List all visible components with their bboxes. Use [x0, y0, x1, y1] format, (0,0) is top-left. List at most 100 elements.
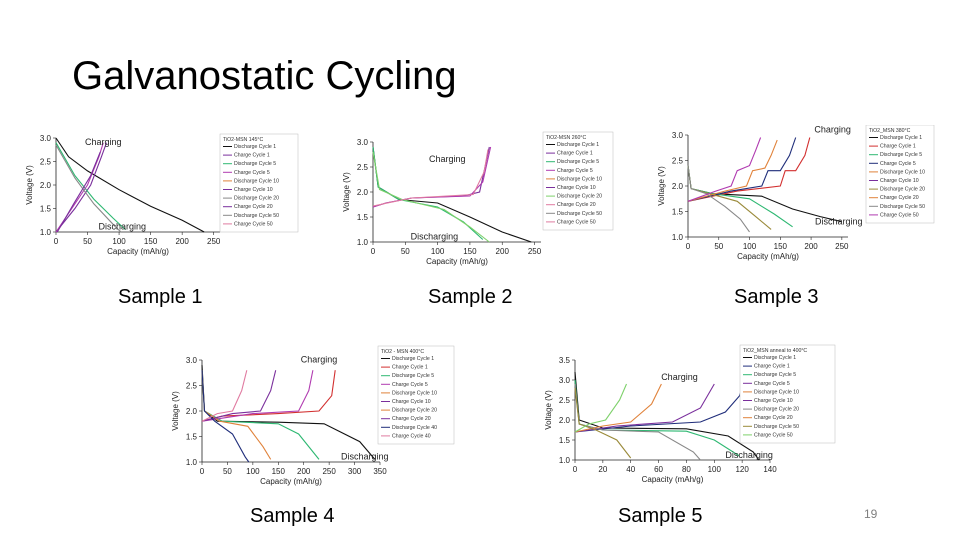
- x-axis-label: Capacity (mAh/g): [737, 252, 799, 261]
- legend-entry: Charge Cycle 1: [880, 144, 916, 150]
- legend-entry: Charge Cycle 5: [234, 170, 270, 176]
- legend-entry: Discharge Cycle 20: [754, 407, 799, 413]
- legend-box: [377, 345, 455, 445]
- legend-entry: Discharge Cycle 1: [754, 355, 796, 361]
- y-axis-label: Voltage (V): [25, 165, 34, 205]
- legend-entry: Discharge Cycle 50: [234, 213, 279, 219]
- x-tick-label: 150: [272, 467, 286, 476]
- legend-entry: Charge Cycle 1: [754, 364, 790, 370]
- x-tick-label: 150: [774, 242, 788, 251]
- legend-entry: Discharge Cycle 5: [880, 152, 922, 158]
- legend-entry: Discharge Cycle 10: [234, 178, 279, 184]
- y-tick-label: 1.0: [672, 233, 684, 242]
- x-tick-label: 140: [763, 465, 777, 474]
- y-tick-label: 2.0: [40, 181, 52, 190]
- y-tick-label: 1.5: [672, 208, 684, 217]
- chart-sample-2: 0 50 100 150 200 250 1.0 1.5 2.0 2.5 3.0 Capacity (…: [342, 131, 614, 266]
- legend-entry: Charge Cycle 5: [557, 168, 593, 174]
- x-tick-label: 0: [200, 467, 205, 476]
- x-tick-label: 0: [54, 237, 59, 246]
- legend-entry: Charge Cycle 50: [234, 221, 273, 227]
- sample-label-5: Sample 5: [618, 505, 703, 527]
- x-axis-label: Capacity (mAh/g): [260, 477, 322, 486]
- x-tick-label: 100: [743, 242, 757, 251]
- y-tick-label: 1.5: [40, 205, 52, 214]
- y-tick-label: 1.5: [357, 213, 369, 222]
- x-tick-label: 250: [835, 242, 849, 251]
- legend-entry: Charge Cycle 10: [557, 185, 596, 191]
- x-tick-label: 0: [686, 242, 691, 251]
- legend-entry: Charge Cycle 20: [234, 204, 273, 210]
- series-line-discharge-cycle-20: [55, 144, 122, 233]
- y-tick-label: 2.5: [40, 158, 52, 167]
- legend-entry: Charge Cycle 5: [754, 381, 790, 387]
- legend-entry: Charge Cycle 20: [754, 415, 793, 421]
- legend-entry: Charge Cycle 10: [392, 399, 431, 405]
- series-line-discharge-cycle-1: [55, 137, 205, 233]
- legend-entry: Charge Cycle 10: [754, 398, 793, 404]
- series-line-charge-cycle-20: [201, 370, 277, 422]
- chart-sample-5: 0 20 40 60 80 100 120 140 1.0 1.5 2.0 2.5 3.0 3.5 Capa…: [544, 344, 836, 484]
- legend-entry: Discharge Cycle 10: [754, 389, 799, 395]
- series-line-charge-cycle-5: [574, 383, 715, 433]
- series-line-charge-cycle-20: [687, 139, 778, 202]
- x-tick-label: 100: [246, 467, 260, 476]
- series-line-charge-cycle-20: [56, 151, 101, 233]
- legend-box: [739, 344, 836, 444]
- page-number: 19: [864, 507, 878, 521]
- legend-entry: Charge Cycle 1: [234, 153, 270, 159]
- series-line-charge-cycle-20: [574, 383, 662, 433]
- y-tick-label: 2.5: [357, 163, 369, 172]
- legend-entry: Charge Cycle 20: [557, 202, 596, 208]
- x-axis-label: Capacity (mAh/g): [107, 247, 169, 256]
- legend-entry: Charge Cycle 20: [880, 195, 919, 201]
- legend-entry: Charge Cycle 1: [557, 151, 593, 157]
- chart-sample-3: 0 50 100 150 200 250 1.0 1.5 2.0 2.5 3.0 Capacity (…: [657, 125, 935, 261]
- y-tick-label: 1.0: [40, 228, 52, 237]
- annotation-discharging: Discharging: [341, 451, 389, 461]
- annotation-charging: Charging: [85, 137, 122, 147]
- y-tick-label: 2.0: [672, 182, 684, 191]
- legend-entry: Discharge Cycle 5: [392, 373, 434, 379]
- legend-entry: Discharge Cycle 5: [234, 161, 276, 167]
- annotation-discharging: Discharging: [815, 216, 863, 226]
- legend-title: TiO2-MSN 260°C: [546, 135, 586, 141]
- legend-entry: Discharge Cycle 20: [557, 194, 602, 200]
- x-tick-label: 20: [598, 465, 607, 474]
- annotation-charging: Charging: [301, 355, 338, 365]
- legend-entry: Discharge Cycle 50: [754, 424, 799, 430]
- series-line-discharge-cycle-1: [574, 371, 760, 461]
- x-tick-label: 200: [175, 237, 189, 246]
- x-tick-label: 60: [654, 465, 663, 474]
- x-tick-label: 50: [401, 247, 410, 256]
- legend-title: TiO2_MSN 380°C: [869, 128, 911, 134]
- legend-entry: Charge Cycle 5: [880, 161, 916, 167]
- x-tick-label: 40: [626, 465, 635, 474]
- x-tick-label: 50: [83, 237, 92, 246]
- x-tick-label: 350: [373, 467, 387, 476]
- legend-entry: Discharge Cycle 20: [392, 408, 437, 414]
- series-line-charge-cycle-1: [55, 142, 108, 233]
- series-line-discharge-cycle-50: [687, 165, 750, 233]
- y-tick-label: 3.5: [559, 356, 571, 365]
- sample-label-4: Sample 4: [250, 505, 335, 527]
- series-line-charge-cycle-1: [687, 137, 811, 202]
- legend-entry: Charge Cycle 50: [880, 212, 919, 218]
- legend-entry: Discharge Cycle 5: [557, 159, 599, 165]
- series-line-discharge-cycle-5: [687, 165, 793, 228]
- legend-entry: Charge Cycle 5: [392, 382, 428, 388]
- annotation-discharging: Discharging: [725, 450, 773, 460]
- y-axis-label: Voltage (V): [657, 166, 666, 206]
- legend-entry: Discharge Cycle 40: [392, 425, 437, 431]
- x-tick-label: 0: [573, 465, 578, 474]
- legend-entry: Discharge Cycle 1: [880, 135, 922, 141]
- legend-entry: Discharge Cycle 20: [234, 196, 279, 202]
- legend-entry: Discharge Cycle 5: [754, 372, 796, 378]
- x-tick-label: 120: [735, 465, 749, 474]
- y-tick-label: 1.5: [559, 436, 571, 445]
- x-tick-label: 100: [112, 237, 126, 246]
